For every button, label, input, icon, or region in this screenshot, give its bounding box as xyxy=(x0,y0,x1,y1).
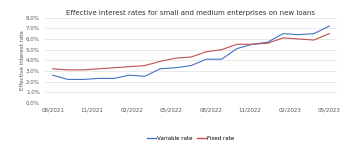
Variable rate xyxy=(127,74,131,76)
Variable rate xyxy=(312,33,316,35)
Fixed rate xyxy=(312,39,316,41)
Variable rate xyxy=(281,33,285,35)
Fixed rate xyxy=(97,68,101,70)
Variable rate xyxy=(158,68,162,70)
Variable rate xyxy=(112,77,116,79)
Fixed rate xyxy=(235,43,239,45)
Variable rate xyxy=(219,58,224,60)
Fixed rate xyxy=(281,37,285,39)
Fixed rate xyxy=(112,67,116,69)
Fixed rate xyxy=(327,33,331,35)
Fixed rate xyxy=(173,57,178,59)
Fixed rate xyxy=(204,51,208,53)
Fixed rate xyxy=(266,42,270,44)
Variable rate xyxy=(51,74,55,76)
Fixed rate xyxy=(127,66,131,68)
Variable rate xyxy=(297,34,301,36)
Fixed rate xyxy=(51,68,55,70)
Line: Fixed rate: Fixed rate xyxy=(53,34,329,70)
Fixed rate xyxy=(219,49,224,51)
Variable rate xyxy=(235,48,239,49)
Variable rate xyxy=(173,67,178,69)
Variable rate xyxy=(266,41,270,43)
Y-axis label: Effective interest rate: Effective interest rate xyxy=(20,30,24,90)
Variable rate xyxy=(66,78,70,80)
Line: Variable rate: Variable rate xyxy=(53,26,329,79)
Fixed rate xyxy=(81,69,85,71)
Fixed rate xyxy=(250,43,255,45)
Variable rate xyxy=(327,25,331,27)
Variable rate xyxy=(81,78,85,80)
Legend: Variable rate, Fixed rate: Variable rate, Fixed rate xyxy=(145,133,237,143)
Title: Effective interest rates for small and medium enterprises on new loans: Effective interest rates for small and m… xyxy=(66,10,315,16)
Fixed rate xyxy=(297,38,301,40)
Fixed rate xyxy=(143,65,147,66)
Variable rate xyxy=(143,75,147,77)
Variable rate xyxy=(250,43,255,45)
Variable rate xyxy=(204,58,208,60)
Variable rate xyxy=(97,77,101,79)
Fixed rate xyxy=(66,69,70,71)
Fixed rate xyxy=(158,60,162,62)
Variable rate xyxy=(189,65,193,66)
Fixed rate xyxy=(189,56,193,58)
